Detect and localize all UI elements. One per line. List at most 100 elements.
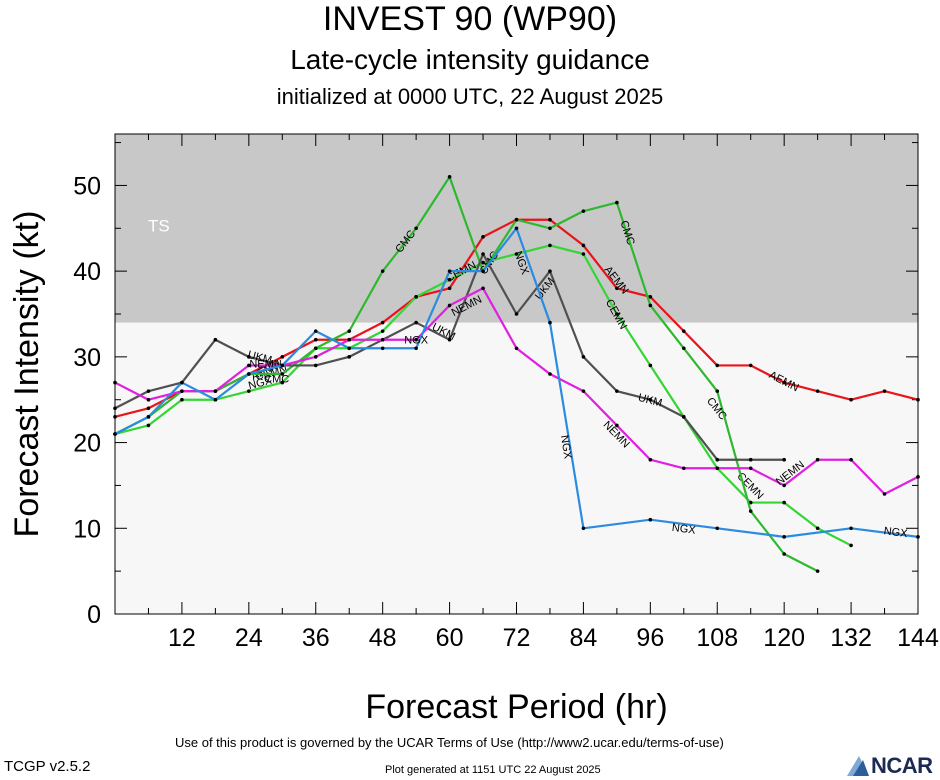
data-point-ukm [581, 355, 586, 359]
data-point-ngx [548, 320, 552, 325]
data-point-cmc [514, 217, 519, 222]
data-point-ngx [247, 372, 251, 376]
data-point-ukm [615, 389, 619, 393]
data-point-aemn [916, 397, 920, 402]
series-label-ngx: NGX [404, 335, 429, 347]
data-point-cmc [347, 329, 352, 333]
ncar-logo: NCAR [845, 754, 937, 778]
data-point-aemn [748, 363, 753, 368]
data-point-aemn [815, 389, 820, 393]
init-line: initialized at 0000 UTC, 22 August 2025 [276, 84, 664, 109]
x-tick-label: 72 [503, 624, 531, 652]
data-point-nemn [916, 475, 920, 479]
data-point-nemn [180, 389, 184, 393]
data-point-cmc [280, 372, 285, 376]
y-tick-label: 10 [73, 515, 101, 543]
data-point-nemn [347, 337, 352, 342]
data-point-nemn [514, 346, 519, 351]
data-point-cemn [615, 312, 619, 316]
data-point-cmc [648, 303, 653, 308]
data-point-ngx [280, 363, 285, 368]
data-point-cmc [447, 175, 452, 179]
data-point-ukm [748, 457, 753, 462]
ncar-logo-icon [847, 756, 869, 776]
data-point-aemn [782, 380, 786, 385]
data-point-cmc [414, 226, 418, 231]
data-point-nemn [548, 372, 552, 376]
data-point-cmc [615, 200, 619, 205]
data-point-nemn [247, 363, 251, 368]
series-line-ngx [114, 227, 919, 538]
data-point-aemn [313, 337, 318, 342]
data-point-cmc [581, 209, 586, 213]
data-point-ukm [447, 337, 452, 342]
data-point-cmc [715, 389, 720, 393]
y-tick-label: 30 [73, 344, 101, 372]
data-point-aemn [849, 397, 853, 402]
x-tick-label: 36 [302, 624, 330, 652]
x-tick-label: 108 [696, 624, 738, 652]
data-point-ukm [414, 320, 418, 325]
data-point-nemn [615, 423, 619, 428]
data-point-nemn [681, 466, 686, 471]
data-point-cemn [247, 389, 251, 393]
data-point-nemn [146, 397, 151, 402]
data-point-ukm [481, 252, 485, 256]
data-point-aemn [648, 295, 653, 299]
x-tick-label: 120 [763, 624, 805, 652]
data-point-ukm [347, 355, 352, 359]
data-point-nemn [815, 457, 820, 462]
data-point-cemn [548, 243, 552, 248]
data-point-cemn [581, 252, 586, 256]
y-tick-label: 0 [87, 601, 101, 629]
data-point-aemn [715, 363, 720, 368]
y-tick-label: 40 [73, 258, 101, 286]
data-point-ngx [213, 397, 218, 402]
data-point-ngx [849, 526, 853, 531]
x-tick-label: 132 [830, 624, 872, 652]
data-point-ukm [782, 457, 786, 462]
data-point-ngx [514, 226, 519, 231]
data-point-cemn [815, 526, 820, 531]
data-point-ngx [782, 535, 786, 539]
data-point-nemn [414, 337, 418, 342]
series-line-cmc [114, 175, 819, 573]
data-point-aemn [615, 286, 619, 291]
data-point-ukm [648, 397, 653, 402]
data-point-ngx [916, 535, 920, 539]
data-point-ukm [681, 415, 686, 419]
data-point-cmc [815, 569, 820, 573]
data-point-ngx [481, 269, 485, 273]
series-label-ukm: UKM [246, 349, 273, 367]
data-point-nemn [213, 389, 218, 393]
data-point-cemn [146, 423, 151, 428]
data-point-ukm [146, 389, 151, 393]
data-point-cemn [481, 260, 485, 265]
terms-notice: Use of this product is governed by the U… [175, 735, 724, 750]
y-tick-label: 20 [73, 430, 101, 458]
data-point-aemn [113, 415, 117, 419]
data-point-ngx [581, 526, 586, 531]
data-point-ukm [113, 406, 117, 411]
x-tick-label: 24 [235, 624, 263, 652]
data-point-ukm [213, 337, 218, 342]
x-tick-label: 48 [369, 624, 397, 652]
x-tick-label: 144 [897, 624, 939, 652]
data-point-cemn [849, 543, 853, 548]
data-point-nemn [447, 303, 452, 308]
data-point-nemn [782, 483, 786, 488]
generated-timestamp: Plot generated at 1151 UTC 22 August 202… [385, 764, 601, 776]
data-point-ngx [715, 526, 720, 531]
logo-text: NCAR [871, 753, 933, 778]
data-point-ngx [380, 346, 385, 351]
x-tick-label: 84 [570, 624, 598, 652]
data-point-cemn [180, 397, 184, 402]
data-point-cemn [280, 380, 285, 385]
data-point-nemn [581, 389, 586, 393]
data-point-nemn [849, 457, 853, 462]
data-point-aemn [380, 320, 385, 325]
data-point-ngx [648, 517, 653, 522]
data-point-ngx [347, 346, 352, 351]
data-point-nemn [113, 380, 117, 385]
data-point-cemn [447, 277, 452, 282]
